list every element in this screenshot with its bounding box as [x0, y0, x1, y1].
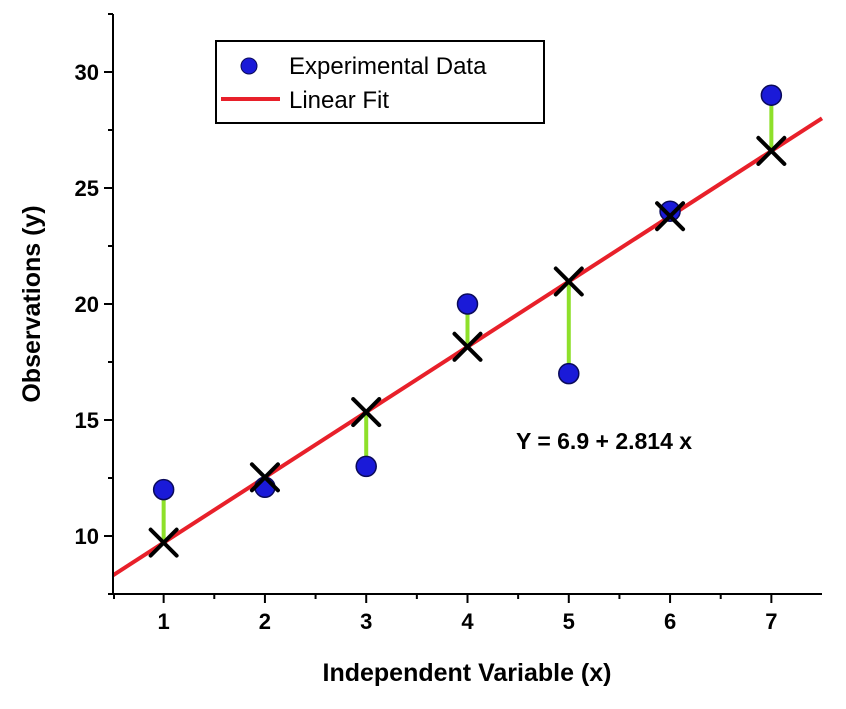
legend-label-experimental: Experimental Data: [289, 53, 487, 80]
data-point: [456, 293, 479, 315]
y-tick-label: 10: [75, 524, 99, 549]
fitted-point-marker: [351, 397, 382, 428]
data-point: [254, 476, 276, 499]
data-point: [760, 84, 783, 106]
fitted-point-marker: [249, 462, 280, 493]
x-tick-label: 4: [461, 609, 474, 634]
fitted-marker-stroke: [249, 462, 280, 493]
fitted-marker-stroke: [655, 201, 686, 232]
data-point: [152, 478, 175, 501]
fitted-marker-stroke: [756, 135, 787, 166]
fitted-point-marker: [655, 201, 686, 232]
data-point: [355, 455, 377, 478]
fitted-point-marker: [553, 266, 584, 297]
fitted-marker-stroke: [351, 397, 382, 428]
fitted-marker-stroke: [452, 331, 483, 362]
legend-marker-experimental: [240, 57, 258, 75]
data-marks: [148, 84, 787, 558]
fitted-marker-stroke: [553, 266, 584, 297]
fitted-point-marker: [756, 135, 787, 166]
fitted-point-marker: [148, 527, 179, 558]
plot-area: [111, 95, 824, 577]
fit-equation: Y = 6.9 + 2.814 x: [516, 428, 692, 454]
fitted-marker-stroke: [148, 527, 179, 558]
legend-box: [215, 40, 545, 124]
x-tick-label: 2: [259, 609, 271, 634]
legend: Experimental Data Linear Fit: [215, 40, 545, 124]
fitted-point-marker: [452, 331, 483, 362]
y-tick-label: 20: [75, 292, 99, 317]
y-axis-title: Observations (y): [18, 205, 46, 402]
x-tick-label: 7: [765, 609, 777, 634]
x-tick-label: 5: [563, 609, 575, 634]
data-point: [659, 200, 681, 222]
y-tick-label: 15: [75, 408, 99, 433]
x-tick-label: 1: [158, 609, 170, 634]
y-tick-label: 25: [75, 176, 99, 201]
data-point: [558, 362, 580, 385]
y-tick-label: 30: [75, 60, 99, 85]
x-axis-title: Independent Variable (x): [323, 659, 612, 687]
legend-label-linear-fit: Linear Fit: [289, 87, 389, 114]
x-tick-label: 3: [360, 609, 372, 634]
axes: 1 2 3 4 5 6 7 10 15 20 25 30: [75, 13, 822, 634]
x-tick-label: 6: [664, 609, 676, 634]
